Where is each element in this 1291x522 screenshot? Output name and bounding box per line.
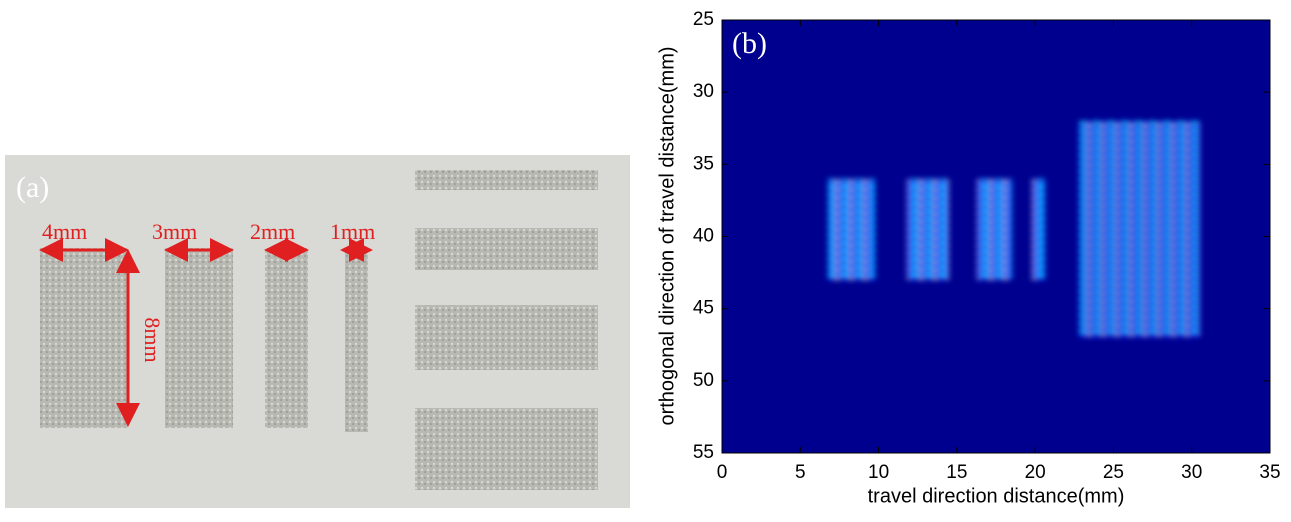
x-axis-label: travel direction distance(mm) — [868, 485, 1125, 507]
y-tick-label: 30 — [693, 81, 714, 102]
y-tick-label: 25 — [693, 9, 714, 30]
annotation: 3mm — [152, 219, 197, 244]
y-axis-label: orthogonal direction of travel distance(… — [656, 46, 678, 425]
x-tick-label: 10 — [868, 462, 889, 483]
annotation: 8mm — [140, 317, 165, 362]
x-tick-label: 25 — [1103, 462, 1124, 483]
x-tick-label: 30 — [1181, 462, 1202, 483]
panel-label: (a) — [16, 171, 49, 204]
annotation: 1mm — [330, 219, 375, 244]
x-tick-label: 20 — [1025, 462, 1046, 483]
panel-label: (b) — [732, 27, 767, 60]
y-tick-label: 55 — [693, 442, 714, 463]
y-tick-label: 50 — [693, 370, 714, 391]
y-tick-label: 35 — [693, 153, 714, 174]
y-tick-label: 45 — [693, 298, 714, 319]
x-tick-label: 5 — [795, 462, 806, 483]
photo — [5, 155, 630, 508]
x-tick-label: 15 — [946, 462, 967, 483]
y-tick-label: 40 — [693, 226, 714, 247]
annotation: 4mm — [42, 219, 87, 244]
annotation: 2mm — [250, 219, 295, 244]
x-tick-label: 0 — [717, 462, 728, 483]
heatmap-image — [828, 121, 1200, 337]
x-tick-label: 35 — [1259, 462, 1280, 483]
